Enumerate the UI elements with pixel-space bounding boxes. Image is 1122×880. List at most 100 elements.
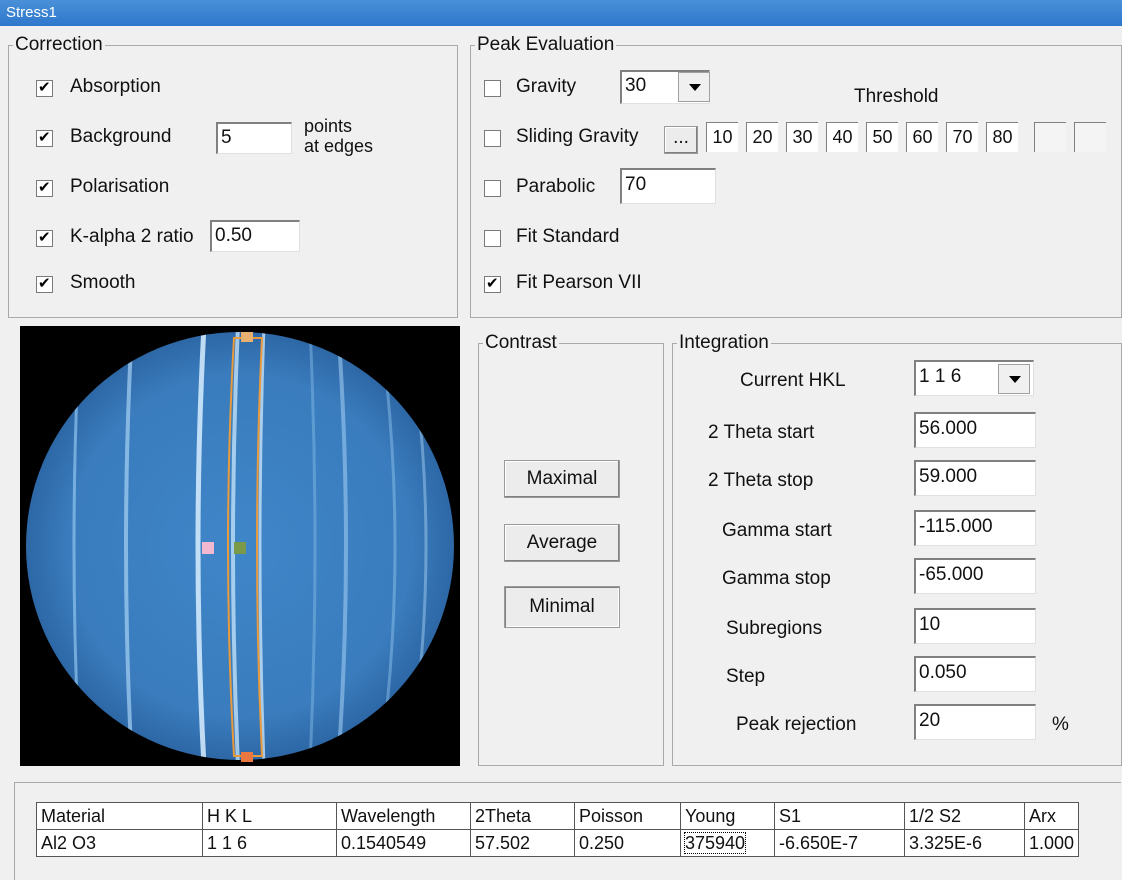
header-2theta[interactable]: 2Theta: [470, 802, 575, 830]
table-header-row: Material H K L Wavelength 2Theta Poisson…: [36, 802, 1080, 830]
cell-2theta[interactable]: 57.502: [470, 829, 575, 857]
subregions-label: Subregions: [726, 618, 823, 639]
smooth-checkbox[interactable]: [36, 274, 53, 293]
region-top-handle[interactable]: [241, 332, 253, 342]
cell-young[interactable]: 375940: [680, 829, 775, 857]
threshold-field-10[interactable]: [1074, 122, 1106, 152]
material-table-frame: [14, 782, 1121, 880]
polarisation-checkbox[interactable]: [36, 178, 53, 197]
points-label-line2: at edges: [304, 136, 374, 156]
fit-standard-checkbox[interactable]: [484, 230, 501, 247]
stress-panel: Correction Absorption Background 5 point…: [6, 30, 1122, 880]
threshold-field-2[interactable]: 20: [746, 122, 778, 152]
peak-evaluation-legend: Peak Evaluation: [477, 34, 615, 55]
threshold-fields: 10 20 30 40 50 60 70 80: [706, 122, 1116, 152]
background-points-input[interactable]: 5: [216, 122, 292, 154]
parabolic-input[interactable]: 70: [620, 168, 716, 204]
current-hkl-value: 1 1 6: [919, 366, 962, 387]
cell-poisson[interactable]: 0.250: [574, 829, 681, 857]
sliding-gravity-checkbox[interactable]: [484, 130, 501, 147]
gravity-label: Gravity: [516, 76, 577, 97]
integration-region-outline[interactable]: [227, 337, 264, 757]
absorption-checkbox[interactable]: [36, 78, 53, 97]
cell-arx[interactable]: 1.000: [1023, 829, 1080, 857]
gravity-dropdown-arrow-icon[interactable]: [678, 72, 710, 102]
background-checkbox[interactable]: [36, 128, 53, 147]
threshold-field-5[interactable]: 50: [866, 122, 898, 152]
threshold-field-7[interactable]: 70: [946, 122, 978, 152]
integration-group: Integration: [672, 332, 1122, 766]
gravity-select-value: 30: [625, 75, 647, 96]
peak-rejection-input[interactable]: 20: [914, 704, 1036, 740]
contrast-group: Contrast: [478, 332, 664, 766]
theta-start-label: 2 Theta start: [708, 422, 815, 443]
theta-stop-label: 2 Theta stop: [708, 470, 814, 491]
step-label: Step: [726, 666, 766, 687]
gamma-stop-label: Gamma stop: [722, 568, 831, 589]
gamma-stop-input[interactable]: -65.000: [914, 558, 1036, 594]
cell-wavelength[interactable]: 0.1540549: [336, 829, 471, 857]
fit-standard-label: Fit Standard: [516, 226, 620, 247]
sliding-gravity-label: Sliding Gravity: [516, 126, 639, 147]
subregions-input[interactable]: 10: [914, 608, 1036, 644]
threshold-field-1[interactable]: 10: [706, 122, 738, 152]
gravity-checkbox[interactable]: [484, 80, 501, 97]
threshold-field-4[interactable]: 40: [826, 122, 858, 152]
step-input[interactable]: 0.050: [914, 656, 1036, 692]
threshold-label: Threshold: [854, 86, 939, 107]
parabolic-label: Parabolic: [516, 176, 596, 197]
gamma-start-input[interactable]: -115.000: [914, 510, 1036, 546]
contrast-legend: Contrast: [485, 332, 557, 353]
maximal-button[interactable]: Maximal: [504, 460, 620, 498]
background-label: Background: [70, 126, 172, 147]
region-left-handle[interactable]: [202, 542, 214, 554]
region-center-handle[interactable]: [234, 542, 246, 554]
k-alpha-checkbox[interactable]: [36, 228, 53, 247]
correction-group: Correction: [8, 34, 458, 318]
header-arx[interactable]: Arx: [1023, 802, 1080, 830]
cell-material[interactable]: Al2 O3: [36, 829, 203, 857]
window-title-bar: Stress1: [0, 0, 1122, 26]
material-table: Material H K L Wavelength 2Theta Poisson…: [36, 802, 1080, 857]
header-material[interactable]: Material: [36, 802, 203, 830]
header-s1[interactable]: S1: [774, 802, 905, 830]
points-label: points at edges: [304, 116, 373, 156]
threshold-field-9[interactable]: [1034, 122, 1066, 152]
table-row[interactable]: Al2 O3 1 1 6 0.1540549 57.502 0.250 3759…: [36, 829, 1080, 857]
threshold-field-8[interactable]: 80: [986, 122, 1018, 152]
detector-image[interactable]: [20, 326, 460, 766]
theta-stop-input[interactable]: 59.000: [914, 460, 1036, 496]
cell-hkl[interactable]: 1 1 6: [202, 829, 337, 857]
k-alpha-label: K-alpha 2 ratio: [70, 226, 194, 247]
fit-pearson-checkbox[interactable]: [484, 274, 501, 293]
correction-legend: Correction: [15, 34, 103, 55]
percent-label: %: [1052, 714, 1069, 735]
polarisation-label: Polarisation: [70, 176, 170, 197]
parabolic-checkbox[interactable]: [484, 180, 501, 197]
points-label-line1: points: [304, 116, 353, 136]
smooth-label: Smooth: [70, 272, 136, 293]
sliding-gravity-options-button[interactable]: ...: [664, 126, 698, 154]
average-button[interactable]: Average: [504, 524, 620, 562]
threshold-field-3[interactable]: 30: [786, 122, 818, 152]
integration-legend: Integration: [679, 332, 769, 353]
header-poisson[interactable]: Poisson: [574, 802, 681, 830]
detector-image-panel[interactable]: [20, 326, 460, 766]
hkl-dropdown-arrow-icon[interactable]: [998, 364, 1030, 394]
current-hkl-label: Current HKL: [740, 370, 846, 391]
threshold-field-6[interactable]: 60: [906, 122, 938, 152]
header-wavelength[interactable]: Wavelength: [336, 802, 471, 830]
absorption-label: Absorption: [70, 76, 161, 97]
theta-start-input[interactable]: 56.000: [914, 412, 1036, 448]
k-alpha-ratio-input[interactable]: 0.50: [210, 220, 300, 252]
region-bottom-handle[interactable]: [241, 752, 253, 762]
header-hkl[interactable]: H K L: [202, 802, 337, 830]
minimal-button[interactable]: Minimal: [504, 586, 620, 628]
cell-young-value: 375940: [683, 831, 747, 854]
window-title: Stress1: [6, 4, 57, 21]
header-young[interactable]: Young: [680, 802, 775, 830]
header-half-s2[interactable]: 1/2 S2: [904, 802, 1025, 830]
cell-s1[interactable]: -6.650E-7: [774, 829, 905, 857]
cell-half-s2[interactable]: 3.325E-6: [904, 829, 1025, 857]
peak-rejection-label: Peak rejection: [736, 714, 857, 735]
